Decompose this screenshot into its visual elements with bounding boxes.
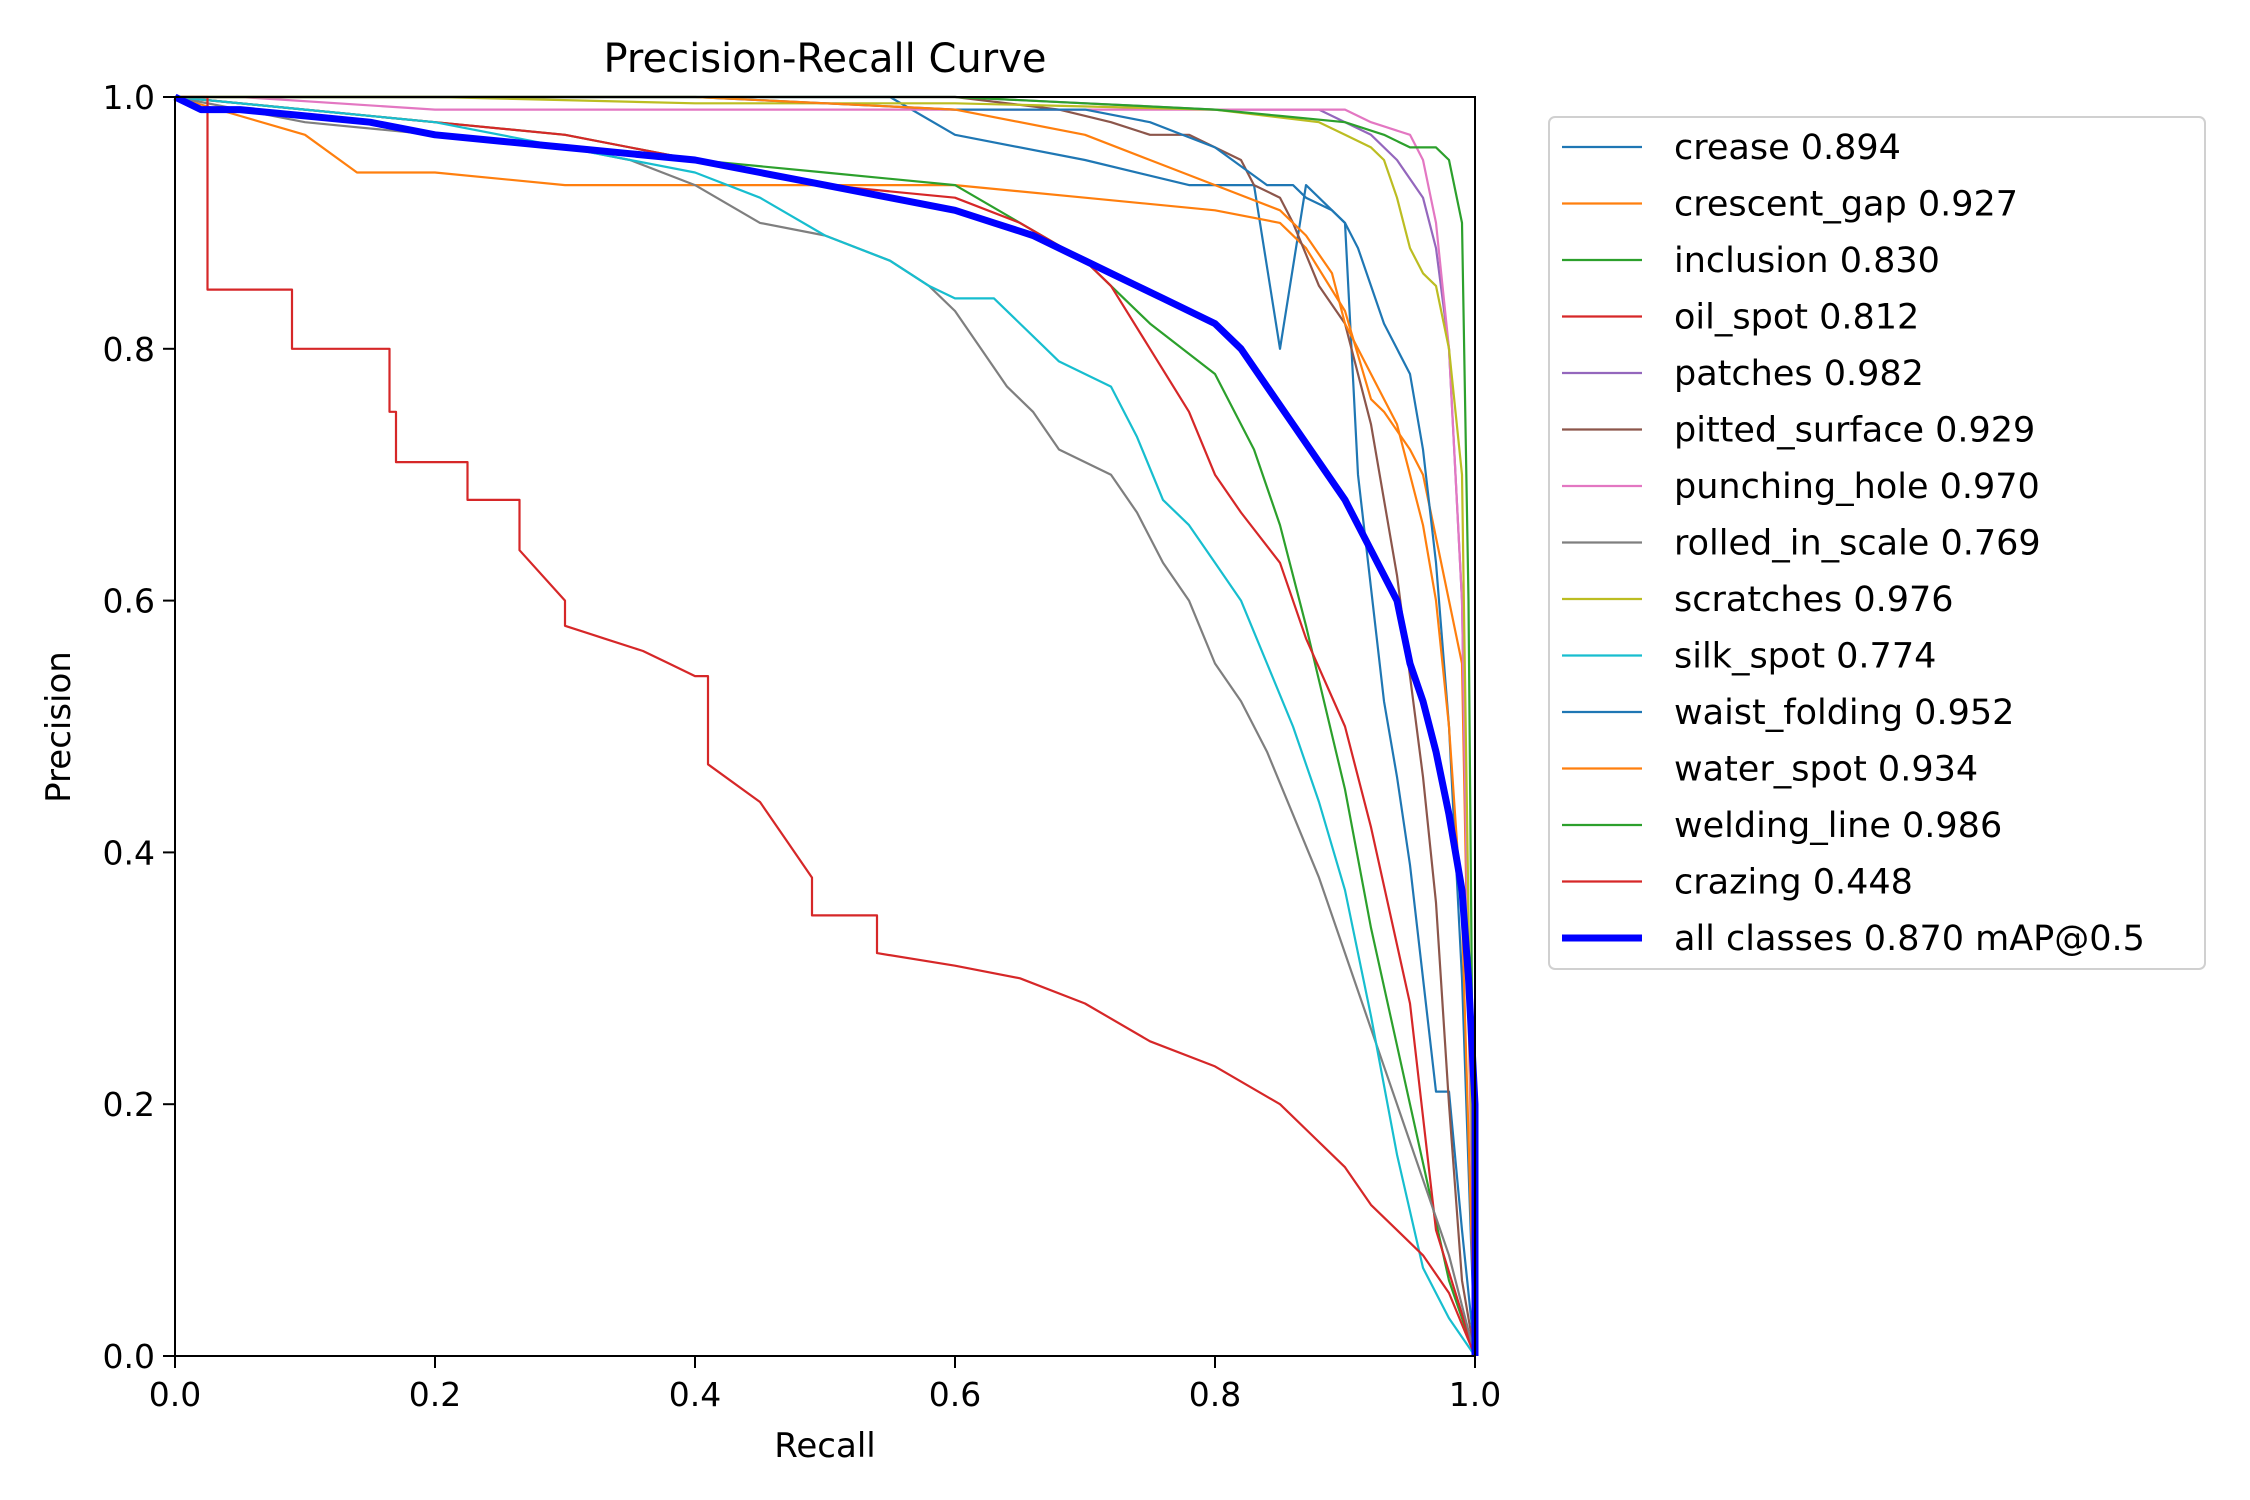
y-tick-label: 0.6 xyxy=(103,582,155,621)
y-tick-label: 0.0 xyxy=(103,1337,155,1376)
axis-ticks: 0.0 0.2 0.4 0.6 0.8 1.0 0.0 0.2 0.4 0.6 0.8 1.0 xyxy=(103,78,1502,1414)
legend: crease 0.894 crescent_gap 0.927 inclusion … xyxy=(1548,116,2206,970)
legend-label-2: inclusion 0.830 xyxy=(1674,241,1940,281)
x-tick-label: 1.0 xyxy=(1449,1375,1501,1414)
legend-label-4: patches 0.982 xyxy=(1674,354,1924,394)
legend-label-14: all classes 0.870 mAP@0.5 xyxy=(1674,919,2145,959)
y-axis-label: Precision xyxy=(39,651,79,803)
legend-box xyxy=(1548,116,2206,970)
series-line-14 xyxy=(173,93,1479,1356)
legend-label-8: scratches 0.976 xyxy=(1674,580,1954,620)
x-tick-label: 0.4 xyxy=(669,1375,721,1414)
series-line-10 xyxy=(175,95,1477,1357)
x-tick-label: 0.2 xyxy=(409,1375,461,1414)
y-tick-label: 0.4 xyxy=(103,833,155,872)
chart-title: Precision-Recall Curve xyxy=(604,36,1047,82)
plot-frame xyxy=(174,96,1476,1357)
x-axis-label: Recall xyxy=(774,1426,875,1466)
series-line-3 xyxy=(174,95,1477,1357)
legend-label-13: crazing 0.448 xyxy=(1674,863,1913,903)
y-tick-label: 0.8 xyxy=(103,330,155,369)
series-line-7 xyxy=(174,95,1477,1357)
x-tick-label: 0.6 xyxy=(929,1375,981,1414)
legend-label-5: pitted_surface 0.929 xyxy=(1674,411,2035,451)
legend-label-9: silk_spot 0.774 xyxy=(1674,637,1936,677)
x-tick-label: 0.8 xyxy=(1189,1375,1241,1414)
series-line-13 xyxy=(175,95,1477,1357)
legend-label-3: oil_spot 0.812 xyxy=(1674,298,1919,338)
legend-label-12: welding_line 0.986 xyxy=(1674,806,2002,846)
legend-label-10: waist_folding 0.952 xyxy=(1674,693,2014,733)
y-tick-label: 0.2 xyxy=(103,1085,155,1124)
legend-label-1: crescent_gap 0.927 xyxy=(1674,185,2018,225)
series-line-1 xyxy=(174,95,1477,1357)
legend-label-0: crease 0.894 xyxy=(1674,128,1901,168)
x-tick-label: 0.0 xyxy=(149,1375,201,1414)
plot-lines xyxy=(173,93,1479,1357)
legend-label-11: water_spot 0.934 xyxy=(1674,750,1978,790)
series-line-11 xyxy=(175,95,1477,1357)
series-line-9 xyxy=(174,95,1476,1357)
legend-label-6: punching_hole 0.970 xyxy=(1674,467,2040,507)
legend-label-7: rolled_in_scale 0.769 xyxy=(1674,524,2041,564)
y-tick-label: 1.0 xyxy=(103,78,155,117)
